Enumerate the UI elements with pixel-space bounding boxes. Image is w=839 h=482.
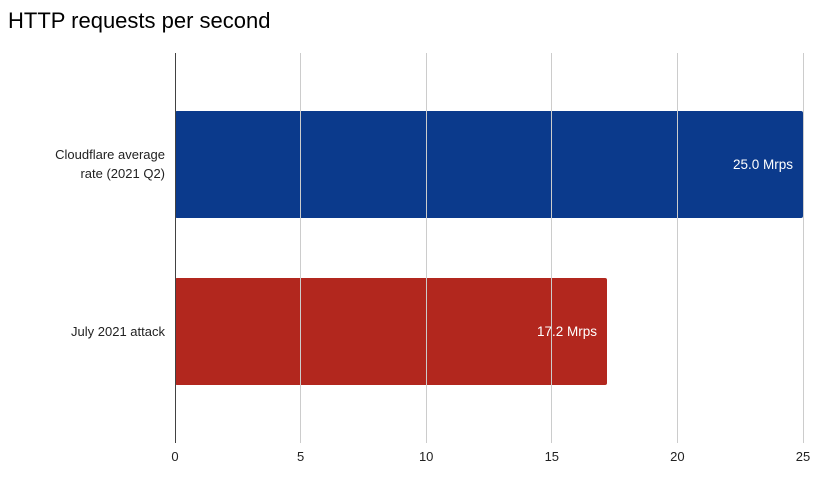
x-tick-label: 25 <box>795 449 811 464</box>
category-label-july-2021-attack: July 2021 attack <box>71 324 165 339</box>
x-tick-label: 0 <box>171 449 179 464</box>
bar-value-label: 17.2 Mrps <box>537 324 598 339</box>
x-axis: 0 5 10 15 20 25 <box>171 449 810 469</box>
gridline <box>802 53 804 443</box>
x-tick-label: 15 <box>544 449 560 464</box>
x-tick-label: 10 <box>418 449 434 464</box>
x-tick-label: 20 <box>670 449 685 464</box>
bar-value-label: 25.0 Mrps <box>732 157 793 172</box>
gridline <box>551 53 553 443</box>
x-tick-label: 5 <box>296 449 305 464</box>
axis-baseline <box>174 53 176 443</box>
gridline <box>676 53 678 443</box>
gridline <box>300 53 302 443</box>
category-label-cloudflare-average: Cloudflare average rate (2021 Q2) <box>55 147 165 181</box>
bar: 25.0 Mrps <box>175 111 803 218</box>
plot-area: 25.0 Mrps 17.2 Mrps <box>174 53 804 443</box>
gridline <box>425 53 427 443</box>
bar: 17.2 Mrps <box>175 278 608 385</box>
chart-title: HTTP requests per second <box>8 8 271 33</box>
